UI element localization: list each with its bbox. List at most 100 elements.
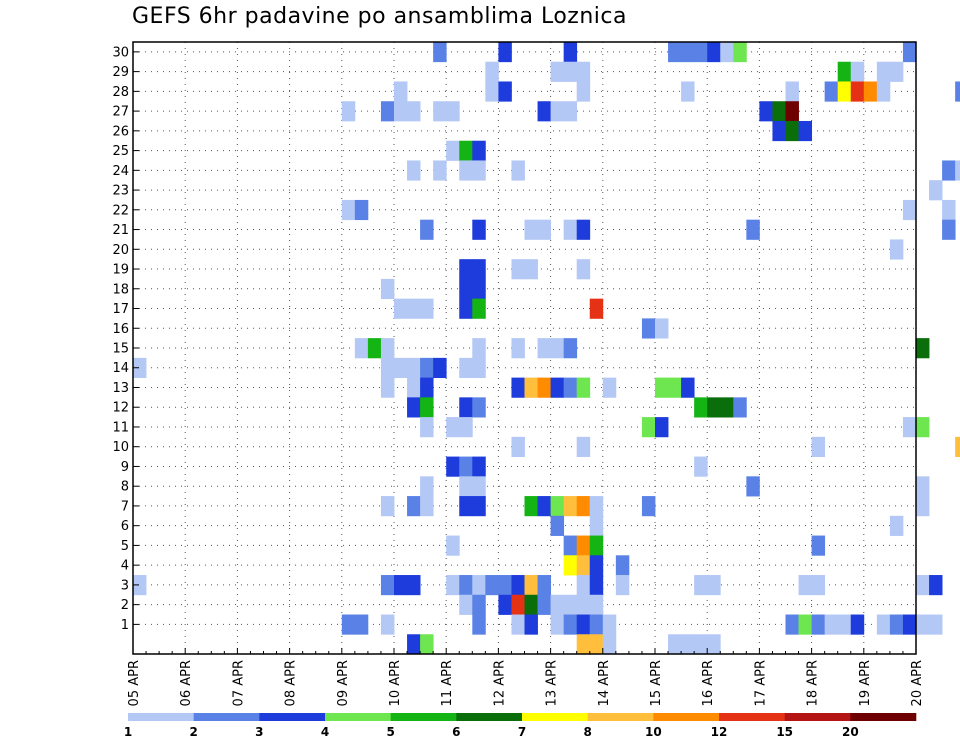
heatmap-cell: [694, 456, 708, 477]
heatmap-cell: [576, 259, 591, 280]
heatmap-cell: [576, 61, 591, 82]
heatmap-cell: [863, 81, 878, 102]
heatmap-cell: [929, 614, 943, 635]
heatmap-cell: [589, 614, 604, 635]
heatmap-cell: [459, 278, 473, 300]
heatmap-cell: [576, 436, 591, 457]
heatmap-cell: [655, 417, 669, 438]
heatmap-cell: [563, 101, 578, 122]
heatmap-cell: [772, 120, 786, 142]
heatmap-cell: [929, 575, 943, 596]
heatmap-cell: [576, 535, 591, 556]
heatmap-cell: [537, 496, 551, 517]
heatmap-cell: [563, 555, 578, 576]
colorbar-label: 10: [645, 725, 662, 739]
heatmap-cell: [459, 417, 473, 438]
heatmap-cell: [785, 101, 799, 122]
heatmap-cell: [759, 101, 773, 122]
heatmap-cell: [446, 456, 460, 477]
heatmap-cell: [668, 42, 682, 63]
heatmap-cell: [889, 614, 904, 635]
heatmap-cell: [524, 594, 538, 615]
heatmap-cell: [811, 436, 826, 457]
heatmap-cell: [459, 298, 473, 319]
heatmap-cell: [537, 101, 551, 122]
heatmap-cell: [133, 575, 147, 596]
heatmap-cell: [837, 81, 852, 102]
heatmap-cell: [459, 456, 473, 477]
heatmap-cell: [720, 42, 734, 63]
y-tick-label: 25: [112, 144, 129, 159]
x-tick-label: 18 APR: [806, 660, 821, 706]
heatmap-cell: [354, 199, 369, 221]
y-tick-label: 19: [112, 263, 129, 278]
heatmap-cell: [550, 338, 565, 359]
heatmap-cell: [407, 160, 421, 181]
heatmap-cell: [563, 61, 578, 82]
heatmap-cell: [602, 614, 617, 635]
y-axis: 1234567891011121314151617181920212223242…: [112, 45, 139, 633]
x-tick-label: 07 APR: [231, 660, 246, 706]
heatmap-cell: [341, 614, 356, 635]
heatmap-cell: [563, 535, 578, 556]
heatmap-cell: [459, 160, 473, 181]
colorbar-label: 8: [583, 725, 591, 739]
y-tick-label: 27: [112, 105, 129, 120]
heatmap-cell: [394, 298, 408, 319]
heatmap-cell: [902, 614, 917, 635]
heatmap-cell: [707, 634, 721, 655]
y-tick-label: 16: [112, 322, 129, 337]
heatmap-cell: [694, 42, 708, 63]
colorbar-swatch: [390, 713, 457, 721]
heatmap-cell: [511, 614, 525, 635]
x-tick-label: 10 APR: [388, 660, 403, 706]
heatmap-cell: [589, 298, 604, 319]
heatmap-cell: [602, 634, 617, 655]
colorbar-label: 3: [255, 725, 263, 739]
heatmap-cell: [472, 338, 486, 359]
heatmap-cell: [472, 476, 486, 497]
heatmap-cell: [916, 614, 930, 635]
y-tick-label: 4: [121, 559, 129, 574]
heatmap-cell: [472, 594, 486, 615]
y-tick-label: 23: [112, 184, 129, 199]
heatmap-cell: [746, 219, 760, 240]
heatmap-cell: [420, 634, 434, 655]
heatmap-cell: [472, 259, 486, 280]
heatmap-cell: [472, 456, 486, 477]
heatmap-cell: [720, 397, 734, 418]
y-tick-label: 11: [112, 420, 129, 435]
x-axis: 05 APR 06 APR 07 APR 08 APR 09 APR 10 APR 11 A…: [127, 648, 925, 706]
heatmap-cell: [916, 338, 930, 359]
heatmap-cell: [563, 338, 578, 359]
colorbar-swatch: [587, 713, 654, 721]
heatmap-cell: [472, 357, 486, 379]
colorbar-label: 1: [124, 725, 132, 739]
heatmap-cell: [459, 594, 473, 615]
x-tick-label: 11 APR: [440, 660, 455, 706]
x-tick-label: 19 APR: [858, 660, 873, 706]
heatmap-cell: [420, 357, 434, 379]
heatmap-cell: [733, 42, 747, 63]
heatmap-cell: [811, 575, 826, 596]
heatmap-cell: [380, 357, 395, 379]
x-tick-label: 09 APR: [336, 660, 351, 706]
heatmap-cell: [341, 199, 356, 221]
heatmap-cell: [472, 140, 486, 161]
heatmap-cell: [576, 555, 591, 576]
heatmap-cell: [446, 101, 460, 122]
heatmap-cell: [772, 101, 786, 122]
heatmap-cell: [367, 338, 382, 359]
heatmap-cell: [433, 42, 447, 63]
y-tick-label: 1: [121, 618, 129, 633]
y-tick-label: 28: [112, 85, 129, 100]
heatmap-cell: [929, 180, 943, 201]
x-tick-label: 16 APR: [701, 660, 716, 706]
heatmap-cell: [798, 120, 812, 142]
heatmap-cell: [511, 377, 525, 398]
heatmap-cell: [681, 81, 695, 102]
heatmap-cell: [615, 555, 630, 576]
heatmap-cell: [524, 219, 538, 240]
heatmap-cell: [798, 575, 812, 596]
heatmap-cell: [681, 634, 695, 655]
